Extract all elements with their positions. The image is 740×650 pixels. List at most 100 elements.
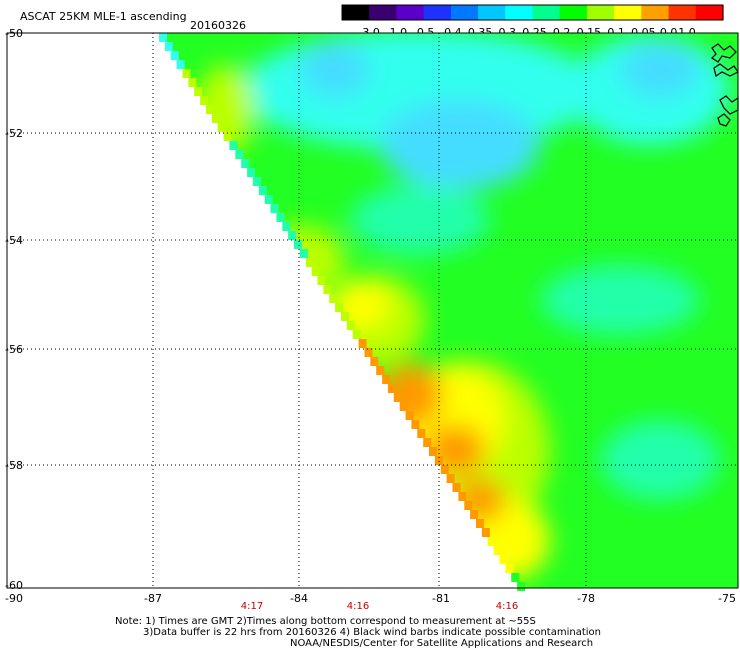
- swath-edge-cell: [229, 141, 238, 150]
- time-label-1: 4:17: [241, 601, 263, 612]
- swath-edge-cell: [493, 546, 502, 555]
- swath-edge-cell: [276, 213, 285, 222]
- swath-edge-cell: [446, 474, 455, 483]
- swath-edge-cell: [458, 492, 467, 501]
- swath-edge-cell: [305, 258, 314, 267]
- swath-edge-cell: [440, 465, 449, 474]
- swath-edge-cell: [434, 456, 443, 465]
- swath-edge-cell: [429, 447, 437, 456]
- swath-edge-cell: [294, 240, 302, 249]
- swath-edge-cell: [499, 555, 508, 564]
- note-line-2: 3)Data buffer is 22 hrs from 20160326 4)…: [143, 627, 601, 638]
- time-labels: 4:17 4:16 4:16: [241, 601, 518, 612]
- swath-edge-cell: [317, 276, 326, 285]
- colorbar-bin-2: [396, 5, 425, 20]
- colorbar-bin-0: [342, 5, 370, 20]
- swath-edge-cell: [164, 42, 173, 51]
- figure-title: ASCAT 25KM MLE-1 ascending: [20, 10, 187, 23]
- coastline-fragment-4: [717, 113, 731, 127]
- coastline-fragment-1: [711, 43, 737, 63]
- swath-edge-cell: [476, 519, 484, 528]
- time-label-2: 4:16: [347, 601, 369, 612]
- time-label-3: 4:16: [496, 601, 518, 612]
- swath-edge-cell: [217, 123, 226, 132]
- swath-edge-cell: [299, 249, 308, 258]
- swath-edge-cell: [270, 204, 279, 213]
- swath-edge-cell: [487, 537, 496, 546]
- blob-lightblue-center: [380, 100, 540, 190]
- swath-edge-cell: [311, 267, 320, 276]
- swath-edge-cell: [194, 87, 203, 96]
- swath-edge-cell: [288, 231, 297, 240]
- blob-yellowgreen-nw: [195, 65, 255, 155]
- swath-edge-cell: [376, 366, 385, 375]
- map-grid: [7, 33, 738, 588]
- colorbar: [341, 4, 724, 21]
- coastline-fragment-2: [713, 63, 739, 77]
- swath-edge-cell: [358, 339, 367, 348]
- swath-edge-cell: [393, 393, 402, 402]
- swath-edge-cell: [264, 195, 273, 204]
- colorbar-bin-11: [641, 5, 670, 20]
- lat-label-60: -60: [5, 579, 23, 592]
- lon-label-75: -75: [718, 592, 736, 605]
- swath-edge-cell: [505, 564, 514, 573]
- swath-edge-cell: [282, 222, 291, 231]
- colorbar-bin-13: [695, 5, 724, 20]
- note-line-3: NOAA/NESDIS/Center for Satellite Applica…: [290, 638, 593, 649]
- swath-edge-cell: [341, 312, 349, 321]
- swath-edge-cell: [481, 528, 490, 537]
- swath-edge-cell: [335, 303, 344, 312]
- blob-aqua-south: [600, 420, 720, 500]
- swath-edge-cell: [417, 429, 426, 438]
- swath-edge-cell: [182, 69, 191, 78]
- swath-edge-cell: [188, 78, 197, 87]
- swath-edge-cell: [370, 357, 379, 366]
- swath-edge-cell: [405, 411, 414, 420]
- swath-edge-cell: [176, 60, 185, 69]
- swath-edge-cell: [470, 510, 479, 519]
- lat-label-52: -52: [5, 127, 23, 140]
- colorbar-bin-1: [369, 5, 397, 20]
- lon-labels: -90 -87 -84 -81 -78 -75: [5, 592, 736, 605]
- figure-date: 20160326: [190, 19, 246, 32]
- colorbar-bin-3: [423, 5, 452, 20]
- lon-label-78: -78: [577, 592, 595, 605]
- colorbar-frame: [341, 4, 724, 21]
- swath-edge-cell: [247, 168, 256, 177]
- swath-edge-cell: [346, 321, 355, 330]
- lon-label-84: -84: [290, 592, 308, 605]
- colorbar-bin-5: [478, 5, 506, 20]
- blob-aqua-east: [540, 265, 700, 335]
- colorbar-bin-8: [559, 5, 588, 20]
- swath-edge-cell: [241, 159, 250, 168]
- swath-edge-cell: [252, 177, 261, 186]
- coastline: [711, 43, 739, 127]
- swath-edge-cell: [352, 330, 361, 339]
- blob-aqua-mid: [350, 185, 490, 255]
- blob-lightblue-ne: [620, 42, 700, 98]
- swath-edge-cell: [223, 132, 232, 141]
- colorbar-bin-9: [586, 5, 615, 20]
- swath-edge-cell: [159, 33, 167, 42]
- lat-labels: -50 -52 -54 -56 -58 -60: [5, 27, 23, 592]
- swath-edge-cell: [258, 186, 267, 195]
- swath-edge-cell: [464, 501, 473, 510]
- note-line-1: Note: 1) Times are GMT 2)Times along bot…: [115, 616, 536, 627]
- lon-label-81: -81: [432, 592, 450, 605]
- map-frame: [6, 32, 739, 589]
- swath-edge-cell: [511, 573, 520, 582]
- blob-yellowgreen-edge: [255, 225, 345, 295]
- swath-edge-cell: [364, 348, 373, 357]
- wind-swath: [160, 33, 738, 588]
- colorbar-bin-6: [505, 5, 534, 20]
- lon-label-87: -87: [144, 592, 162, 605]
- lat-label-56: -56: [5, 343, 23, 356]
- lat-label-58: -58: [5, 459, 23, 472]
- swath-edge-cell: [211, 114, 220, 123]
- swath-edge-cell: [235, 150, 244, 159]
- swath-edge-cell: [517, 582, 526, 591]
- swath-edge-cell: [382, 375, 391, 384]
- colorbar-bin-4: [450, 5, 479, 20]
